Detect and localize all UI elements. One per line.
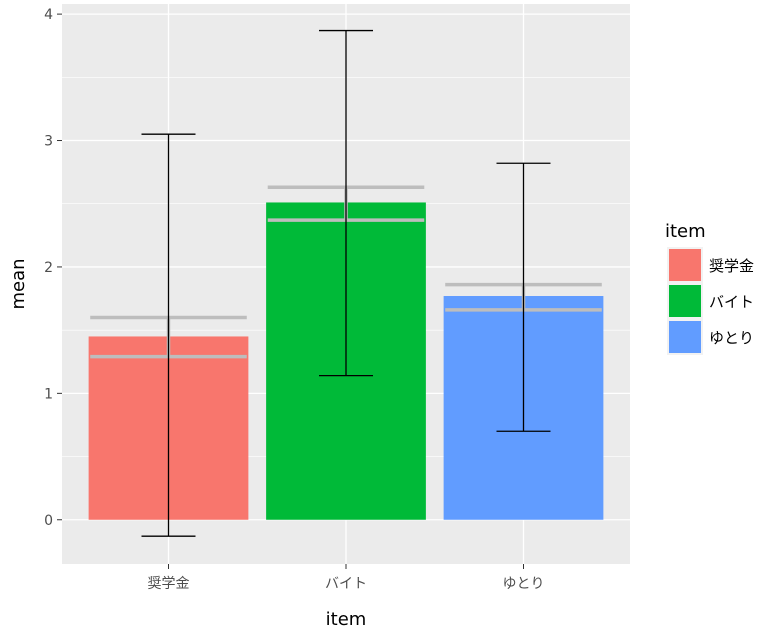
- legend-label: ゆとり: [709, 329, 754, 347]
- legend-label: 奨学金: [709, 257, 754, 275]
- y-tick-label: 2: [44, 260, 53, 276]
- x-axis: 奨学金 バイト ゆとり: [148, 564, 545, 592]
- legend-swatch: [669, 285, 701, 317]
- y-axis: 0 1 2 3 4: [44, 7, 62, 529]
- y-tick-label: 0: [44, 513, 53, 529]
- x-tick-label: 奨学金: [148, 576, 190, 592]
- y-axis-title: mean: [8, 258, 29, 309]
- legend-swatch: [669, 249, 701, 281]
- x-axis-title: item: [326, 609, 367, 630]
- x-tick-label: バイト: [325, 576, 367, 592]
- legend-title: item: [665, 221, 706, 242]
- y-tick-label: 3: [44, 134, 53, 150]
- x-tick-label: ゆとり: [503, 576, 545, 592]
- y-tick-label: 4: [44, 7, 53, 23]
- legend-swatch: [669, 321, 701, 353]
- y-tick-label: 1: [44, 386, 53, 402]
- error-bars: [90, 29, 602, 537]
- legend-label: バイト: [709, 293, 754, 311]
